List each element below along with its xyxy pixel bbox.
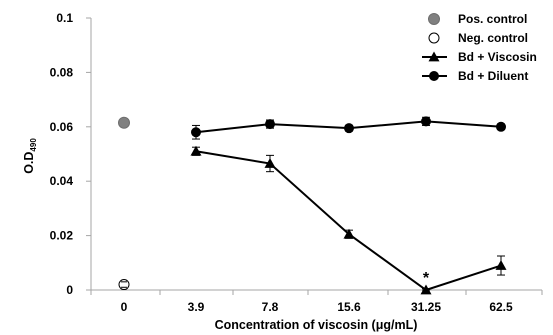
bd-viscosin-point — [495, 260, 507, 270]
legend-pos-control-marker — [428, 13, 440, 25]
bd-viscosin-point — [343, 228, 355, 239]
x-tick-label: 0 — [121, 300, 128, 314]
bd-viscosin-line — [195, 150, 502, 292]
x-tick-label: 15.6 — [337, 300, 361, 314]
x-ticks: 0 3.9 7.8 15.6 31.25 62.5 — [90, 290, 543, 314]
bd-diluent-point — [265, 119, 275, 130]
y-tick-label: 0.04 — [50, 174, 74, 188]
y-axis-title: O.D490 — [22, 138, 38, 174]
legend: Pos. control Neg. control Bd + Viscosin Bd … — [422, 12, 537, 83]
y-axis-title-main: O.D — [22, 152, 36, 174]
legend-bd-viscosin-marker — [428, 51, 440, 62]
significance-annotation: * — [423, 270, 430, 287]
bd-viscosin-point — [420, 284, 432, 295]
legend-pos-control-label: Pos. control — [458, 12, 527, 26]
y-tick-label: 0.08 — [50, 65, 74, 79]
marker-layer — [118, 116, 507, 295]
x-tick-label: 31.25 — [411, 300, 441, 314]
x-tick-label: 3.9 — [188, 300, 205, 314]
y-tick-label: 0.1 — [56, 11, 73, 25]
y-tick-label: 0.02 — [50, 229, 74, 243]
bd-viscosin-point — [190, 145, 202, 156]
bd-viscosin-point — [264, 158, 276, 168]
x-axis-title: Concentration of viscosin (μg/mL) — [215, 318, 418, 332]
annotation-layer: * — [423, 270, 430, 287]
legend-bd-diluent-label: Bd + Diluent — [458, 69, 528, 83]
y-axis-title-subscript: 490 — [29, 138, 38, 152]
y-tick-label: 0.06 — [50, 120, 74, 134]
bd-diluent-point — [191, 127, 201, 138]
bd-diluent-point — [421, 116, 431, 127]
legend-neg-control-marker — [428, 32, 440, 44]
plot-area: 0 0.02 0.04 0.06 0.08 0.1 0 3.9 7.8 15.6 31.25 62.… — [50, 11, 543, 314]
y-tick-label: 0 — [66, 283, 73, 297]
bd-diluent-point — [496, 121, 506, 132]
y-ticks: 0 0.02 0.04 0.06 0.08 0.1 — [50, 11, 91, 297]
x-tick-label: 62.5 — [489, 300, 513, 314]
neg-control-point — [118, 279, 130, 291]
legend-bd-viscosin-label: Bd + Viscosin — [458, 50, 537, 64]
legend-neg-control-label: Neg. control — [458, 31, 528, 45]
bd-diluent-point — [344, 123, 354, 134]
legend-bd-diluent-marker — [429, 71, 439, 81]
series-layer — [195, 120, 502, 292]
pos-control-point — [118, 116, 130, 129]
x-tick-label: 7.8 — [262, 300, 279, 314]
